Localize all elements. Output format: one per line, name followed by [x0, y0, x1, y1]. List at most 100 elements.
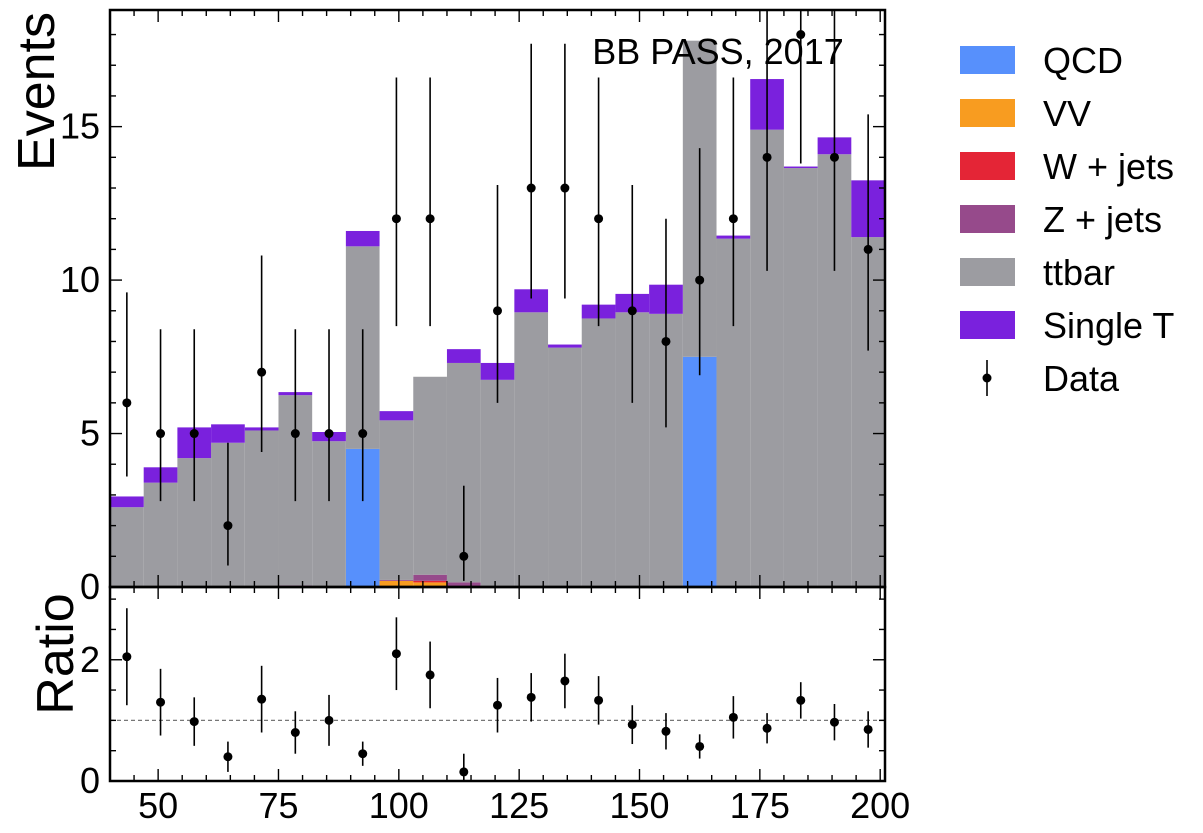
bar-ttbar [379, 420, 414, 580]
data-point [391, 214, 401, 224]
legend-label: W + jets [1043, 146, 1174, 187]
bar-single-t [548, 344, 582, 348]
ratio-y-tick-label: 2 [80, 639, 100, 680]
legend-swatch [960, 46, 1015, 74]
legend: QCD VV W + jets Z + jets ttbar Single T Data [960, 40, 1174, 399]
bar-z-jets [379, 579, 414, 581]
y-axis-label: Events [8, 12, 66, 171]
bar-vv [379, 580, 414, 587]
data-point [762, 152, 772, 162]
data-point [189, 429, 199, 439]
x-tick-label: 100 [369, 785, 429, 826]
y-tick-label: 5 [80, 413, 100, 454]
data-point [627, 306, 637, 316]
ratio-point [796, 695, 806, 705]
ratio-point [257, 694, 267, 704]
data-point [290, 429, 300, 439]
legend-swatch [960, 152, 1015, 180]
ratio-point [425, 670, 435, 680]
ratio-point [358, 749, 368, 759]
ratio-point [728, 712, 738, 722]
data-point [560, 183, 570, 193]
bar-vv [413, 582, 447, 587]
bar-single-t [110, 496, 144, 508]
bar-single-t [783, 166, 818, 169]
ratio-point [324, 715, 334, 725]
data-point [796, 30, 806, 40]
main-plot: 0 5 10 15 BB PASS, 2017 Events [8, 8, 887, 607]
data-point [829, 152, 839, 162]
legend-label: ttbar [1043, 252, 1115, 293]
x-tick-label: 150 [609, 785, 669, 826]
data-point [425, 214, 435, 224]
data-point [695, 275, 705, 285]
ratio-point [290, 728, 300, 737]
y-tick-label: 15 [60, 106, 100, 147]
ratio-point [863, 724, 873, 734]
ratio-point [526, 692, 536, 702]
legend-label: Z + jets [1043, 199, 1162, 240]
data-point [324, 429, 334, 439]
ratio-point [695, 741, 705, 751]
legend-data-marker [982, 373, 992, 383]
x-tick-label: 75 [258, 785, 298, 826]
data-point [156, 429, 166, 439]
ratio-point [223, 752, 233, 762]
ratio-point [829, 717, 839, 727]
data-point [358, 429, 368, 439]
ratio-plot-frame [108, 585, 887, 783]
bar-ttbar [413, 376, 447, 575]
data-point [526, 183, 536, 193]
ratio-point [391, 649, 401, 659]
x-tick-label: 50 [138, 785, 178, 826]
ratio-point [661, 726, 671, 736]
x-tick-label: 200 [850, 785, 910, 826]
legend-label: Single T [1043, 305, 1174, 346]
x-tick-label: 125 [489, 785, 549, 826]
ratio-point [189, 717, 199, 727]
x-tick-label: 175 [730, 785, 790, 826]
bar-ttbar [783, 168, 818, 588]
bar-single-t [345, 230, 380, 247]
ratio-point [594, 695, 604, 705]
bar-single-t [379, 411, 414, 421]
ratio-point [459, 767, 469, 777]
ratio-point [122, 652, 132, 662]
bar-z-jets [446, 582, 481, 587]
bar-ttbar [244, 430, 279, 587]
bar-ttbar [548, 347, 582, 587]
data-point [459, 551, 469, 561]
annotation-text: BB PASS, 2017 [592, 31, 844, 72]
y-tick-label: 10 [60, 259, 100, 300]
bar-ttbar [480, 379, 515, 587]
legend-label: VV [1043, 93, 1091, 134]
data-point [223, 521, 233, 531]
ratio-point [560, 676, 570, 686]
legend-label: QCD [1043, 40, 1123, 81]
data-point [863, 244, 873, 254]
bar-single-t [211, 424, 245, 443]
data-point [493, 306, 502, 316]
legend-swatch [960, 258, 1015, 286]
data-point [257, 367, 267, 377]
bar-z-jets [413, 574, 447, 581]
legend-swatch [960, 99, 1015, 127]
y-tick-label: 0 [80, 566, 100, 607]
data-point [661, 336, 671, 346]
ratio-point [762, 723, 772, 733]
bar-ttbar [581, 318, 616, 587]
ratio-plot: 50 75 100 125 150 175 200 0 2 Ratio [27, 585, 910, 826]
ratio-point [493, 700, 502, 710]
bar-single-t [514, 289, 549, 313]
ratio-axis-label: Ratio [27, 593, 85, 714]
data-point [594, 214, 604, 224]
legend-swatch [960, 311, 1015, 339]
legend-swatch [960, 205, 1015, 233]
ratio-point [156, 697, 166, 707]
bar-qcd [682, 356, 717, 587]
bar-w-jets [413, 580, 447, 583]
legend-label: Data [1043, 358, 1120, 399]
ratio-point [627, 720, 637, 730]
data-point [728, 214, 738, 224]
